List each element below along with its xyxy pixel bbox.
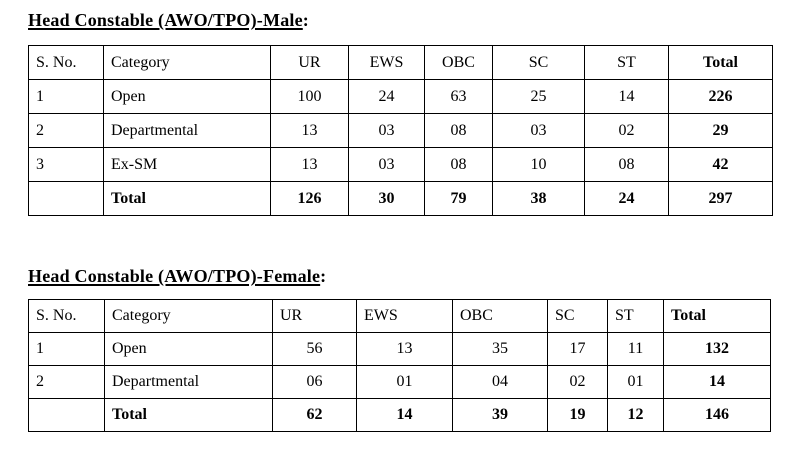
cell-category: Open <box>103 79 271 114</box>
female-vacancy-table: S. No. Category UR EWS OBC SC ST Total 1… <box>28 299 771 432</box>
table-row: 1 Open 56 13 35 17 11 132 <box>28 332 771 366</box>
cell-ur: 06 <box>272 365 357 399</box>
title-underlined-text: Head Constable (AWO/TPO)-Female <box>28 266 321 286</box>
cell-ur: 62 <box>272 398 357 432</box>
table-row: 1 Open 100 24 63 25 14 226 <box>28 79 773 114</box>
cell-ews: 03 <box>348 113 425 148</box>
column-header-sc: SC <box>547 299 608 333</box>
total-row: Total 126 30 79 38 24 297 <box>28 181 773 216</box>
column-header-sno: S. No. <box>28 299 105 333</box>
cell-obc: 79 <box>424 181 493 216</box>
cell-st: 24 <box>584 181 669 216</box>
title-colon: : <box>302 10 309 30</box>
cell-sno <box>28 181 104 216</box>
header-row: S. No. Category UR EWS OBC SC ST Total <box>28 299 771 333</box>
table-row: 2 Departmental 13 03 08 03 02 29 <box>28 113 773 148</box>
cell-sc: 38 <box>492 181 585 216</box>
column-header-ur: UR <box>272 299 357 333</box>
column-header-ews: EWS <box>348 45 425 80</box>
cell-ur: 126 <box>270 181 349 216</box>
header-row: S. No. Category UR EWS OBC SC ST Total <box>28 45 773 80</box>
cell-sc: 17 <box>547 332 608 366</box>
cell-st: 01 <box>607 365 664 399</box>
cell-total: 29 <box>668 113 773 148</box>
cell-ur: 13 <box>270 147 349 182</box>
cell-st: 14 <box>584 79 669 114</box>
column-header-st: ST <box>607 299 664 333</box>
section-female: Head Constable (AWO/TPO)-Female: S. No. … <box>28 266 772 432</box>
cell-ews: 03 <box>348 147 425 182</box>
column-header-category: Category <box>104 299 273 333</box>
column-header-ur: UR <box>270 45 349 80</box>
cell-total: 226 <box>668 79 773 114</box>
cell-total: 297 <box>668 181 773 216</box>
cell-ews: 13 <box>356 332 453 366</box>
column-header-category: Category <box>103 45 271 80</box>
title-colon: : <box>320 266 327 286</box>
cell-st: 08 <box>584 147 669 182</box>
cell-ur: 56 <box>272 332 357 366</box>
section-male: Head Constable (AWO/TPO)-Male: S. No. Ca… <box>28 10 773 216</box>
cell-obc: 08 <box>424 113 493 148</box>
cell-sc: 19 <box>547 398 608 432</box>
cell-st: 11 <box>607 332 664 366</box>
cell-sno <box>28 398 105 432</box>
cell-category: Ex-SM <box>103 147 271 182</box>
cell-category: Total <box>104 398 273 432</box>
section-title-male: Head Constable (AWO/TPO)-Male: <box>28 10 772 31</box>
cell-ews: 30 <box>348 181 425 216</box>
cell-sno: 2 <box>28 113 104 148</box>
cell-ur: 13 <box>270 113 349 148</box>
cell-obc: 08 <box>424 147 493 182</box>
cell-category: Open <box>104 332 273 366</box>
cell-total: 132 <box>663 332 771 366</box>
cell-sno: 1 <box>28 79 104 114</box>
cell-st: 02 <box>584 113 669 148</box>
table-row: 2 Departmental 06 01 04 02 01 14 <box>28 365 771 399</box>
cell-ews: 24 <box>348 79 425 114</box>
cell-sno: 2 <box>28 365 105 399</box>
column-header-ews: EWS <box>356 299 453 333</box>
cell-category: Departmental <box>104 365 273 399</box>
total-row: Total 62 14 39 19 12 146 <box>28 398 771 432</box>
table-row: 3 Ex-SM 13 03 08 10 08 42 <box>28 147 773 182</box>
cell-sc: 10 <box>492 147 585 182</box>
column-header-st: ST <box>584 45 669 80</box>
cell-total: 146 <box>663 398 771 432</box>
cell-ur: 100 <box>270 79 349 114</box>
document-page: Head Constable (AWO/TPO)-Male: S. No. Ca… <box>28 10 773 432</box>
cell-ews: 14 <box>356 398 453 432</box>
cell-obc: 39 <box>452 398 548 432</box>
cell-total: 42 <box>668 147 773 182</box>
cell-sc: 03 <box>492 113 585 148</box>
cell-category: Total <box>103 181 271 216</box>
column-header-obc: OBC <box>424 45 493 80</box>
column-header-sc: SC <box>492 45 585 80</box>
cell-sno: 3 <box>28 147 104 182</box>
section-title-female: Head Constable (AWO/TPO)-Female: <box>28 266 772 287</box>
column-header-total: Total <box>668 45 773 80</box>
cell-obc: 35 <box>452 332 548 366</box>
cell-total: 14 <box>663 365 771 399</box>
cell-ews: 01 <box>356 365 453 399</box>
column-header-obc: OBC <box>452 299 548 333</box>
column-header-sno: S. No. <box>28 45 104 80</box>
cell-sno: 1 <box>28 332 105 366</box>
title-underlined-text: Head Constable (AWO/TPO)-Male <box>28 10 303 30</box>
cell-sc: 25 <box>492 79 585 114</box>
cell-obc: 63 <box>424 79 493 114</box>
column-header-total: Total <box>663 299 771 333</box>
cell-obc: 04 <box>452 365 548 399</box>
cell-st: 12 <box>607 398 664 432</box>
cell-sc: 02 <box>547 365 608 399</box>
male-vacancy-table: S. No. Category UR EWS OBC SC ST Total 1… <box>28 45 773 216</box>
cell-category: Departmental <box>103 113 271 148</box>
